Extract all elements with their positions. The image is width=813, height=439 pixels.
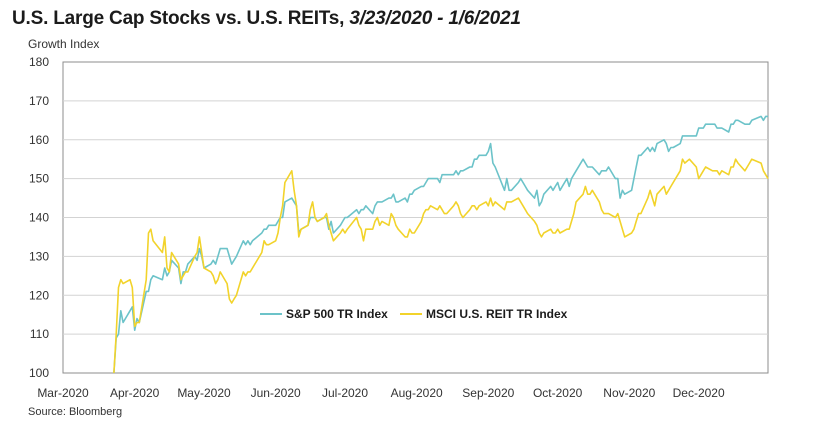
x-tick-label: Apr-2020 bbox=[110, 386, 160, 400]
y-tick-label: 160 bbox=[29, 133, 49, 147]
chart-title-main: U.S. Large Cap Stocks vs. U.S. REITs, bbox=[12, 8, 345, 29]
series-line-sp500 bbox=[113, 115, 768, 374]
y-tick-label: 170 bbox=[29, 94, 49, 108]
y-tick-label: 100 bbox=[29, 366, 49, 380]
legend-label-sp500: S&P 500 TR Index bbox=[286, 307, 388, 321]
x-tick-label: Aug-2020 bbox=[391, 386, 443, 400]
y-axis-label: Growth Index bbox=[28, 37, 100, 51]
grid-lines bbox=[63, 100, 768, 335]
y-tick-label: 140 bbox=[29, 211, 49, 225]
y-tick-label: 180 bbox=[29, 55, 49, 69]
legend: S&P 500 TR Index MSCI U.S. REIT TR Index bbox=[260, 307, 568, 321]
x-tick-label: Sep-2020 bbox=[462, 386, 514, 400]
x-tick-label: Nov-2020 bbox=[603, 386, 655, 400]
x-tick-label: May-2020 bbox=[177, 386, 231, 400]
y-tick-label: 120 bbox=[29, 288, 49, 302]
y-tick-label: 110 bbox=[30, 327, 49, 341]
legend-label-reit: MSCI U.S. REIT TR Index bbox=[426, 307, 568, 321]
source-note: Source: Bloomberg bbox=[28, 406, 123, 418]
chart-title-dates: 3/23/2020 - 1/6/2021 bbox=[349, 8, 521, 29]
series-lines bbox=[113, 115, 769, 374]
x-tick-label: Jun-2020 bbox=[251, 386, 301, 400]
y-tick-label: 130 bbox=[29, 249, 49, 263]
x-axis-ticks: Mar-2020 Apr-2020 May-2020 Jun-2020 Jul-2020… bbox=[37, 386, 725, 400]
x-tick-label: Jul-2020 bbox=[322, 386, 368, 400]
line-chart: 100 110 120 130 140 150 160 170 180 Mar-2020 Apr-… bbox=[29, 55, 769, 400]
x-tick-label: Oct-2020 bbox=[533, 386, 583, 400]
y-axis-ticks: 100 110 120 130 140 150 160 170 180 bbox=[29, 55, 49, 380]
x-tick-label: Dec-2020 bbox=[673, 386, 725, 400]
chart-title: U.S. Large Cap Stocks vs. U.S. REITs, 3/… bbox=[12, 8, 521, 30]
series-line-reit bbox=[113, 158, 769, 374]
y-tick-label: 150 bbox=[29, 172, 49, 186]
x-tick-label: Mar-2020 bbox=[37, 386, 89, 400]
